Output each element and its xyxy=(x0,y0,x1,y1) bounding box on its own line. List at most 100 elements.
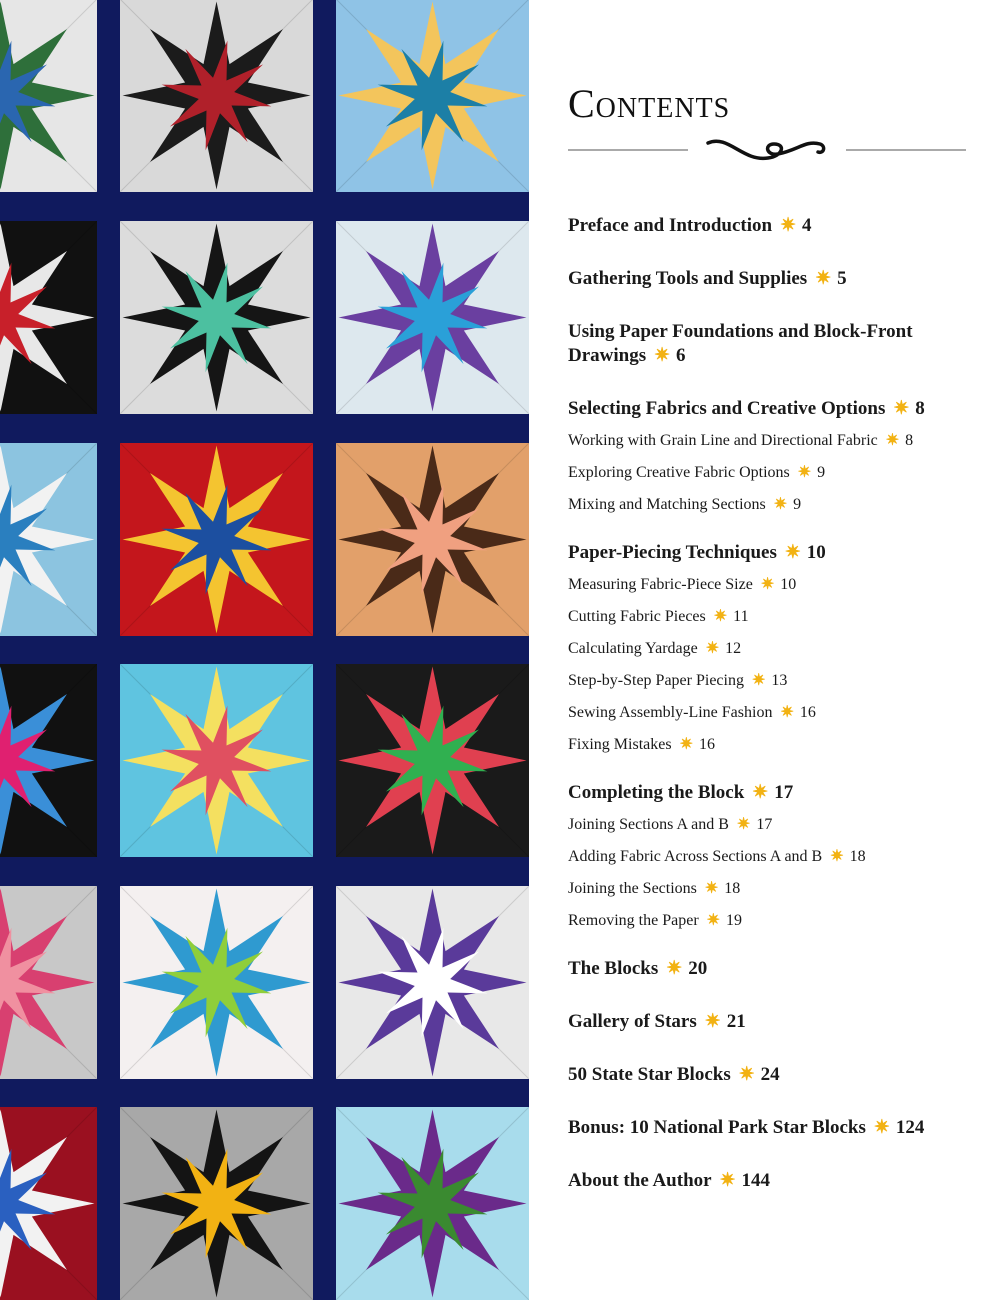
toc-entry[interactable]: The Blocks ✷ 20 xyxy=(568,957,968,981)
subentry-page: 17 xyxy=(756,816,773,833)
star-icon: ✷ xyxy=(885,432,900,449)
toc-subentry[interactable]: Step-by-Step Paper Piecing ✷ 13 xyxy=(568,665,968,697)
subentry-title: Calculating Yardage xyxy=(568,640,698,657)
toc-entry[interactable]: Gathering Tools and Supplies ✷ 5 xyxy=(568,267,968,291)
toc-subentry[interactable]: Fixing Mistakes ✷ 16 xyxy=(568,729,968,761)
star-icon: ✷ xyxy=(704,880,719,897)
entry-page: 17 xyxy=(774,782,794,803)
star-icon: ✷ xyxy=(780,215,796,236)
toc-subentry[interactable]: Exploring Creative Fabric Options ✷ 9 xyxy=(568,457,968,489)
toc-subentry[interactable]: Joining Sections A and B ✷ 17 xyxy=(568,809,968,841)
toc-entry[interactable]: Paper-Piecing Techniques ✷ 10 xyxy=(568,541,968,565)
subentry-title: Sewing Assembly-Line Fashion xyxy=(568,704,773,721)
subentry-page: 8 xyxy=(905,432,914,449)
subentry-title: Cutting Fabric Pieces xyxy=(568,608,706,625)
entry-title: About the Author xyxy=(568,1170,712,1191)
entry-page: 5 xyxy=(837,268,847,289)
toc-subentry[interactable]: Adding Fabric Across Sections A and B ✷ 18 xyxy=(568,841,968,873)
toc-subentry[interactable]: Measuring Fabric-Piece Size ✷ 10 xyxy=(568,569,968,601)
star-icon: ✷ xyxy=(893,398,910,419)
toc-subentry[interactable]: Calculating Yardage ✷ 12 xyxy=(568,633,968,665)
entry-title: The Blocks xyxy=(568,958,659,979)
quilt-block xyxy=(120,664,313,857)
entry-title: Paper-Piecing Techniques xyxy=(568,542,777,563)
star-icon: ✷ xyxy=(706,912,721,929)
star-icon: ✷ xyxy=(666,958,683,979)
quilt-block xyxy=(0,221,97,414)
toc-entry[interactable]: Preface and Introduction ✷ 4 xyxy=(568,214,968,238)
quilt-block xyxy=(0,443,97,636)
star-icon: ✷ xyxy=(704,1011,721,1032)
subentry-page: 9 xyxy=(817,464,826,481)
subentry-page: 19 xyxy=(726,912,743,929)
subentry-page: 13 xyxy=(771,672,788,689)
star-icon: ✷ xyxy=(784,542,801,563)
quilt-block xyxy=(120,221,313,414)
star-icon: ✷ xyxy=(654,345,671,366)
star-icon: ✷ xyxy=(738,1064,755,1085)
toc-entry[interactable]: Bonus: 10 National Park Star Blocks ✷ 124 xyxy=(568,1116,968,1140)
subentry-page: 18 xyxy=(724,880,741,897)
subentry-title: Joining the Sections xyxy=(568,880,697,897)
entry-page: 144 xyxy=(741,1170,771,1191)
subentry-title: Working with Grain Line and Directional … xyxy=(568,432,878,449)
flourish-divider-icon xyxy=(568,139,966,160)
quilt-block xyxy=(0,886,97,1079)
subentry-page: 16 xyxy=(698,736,715,753)
toc-entries: Preface and Introduction ✷ 4 Gathering Tool… xyxy=(568,214,968,1222)
entry-title: Selecting Fabrics and Creative Options xyxy=(568,398,886,419)
toc-entry[interactable]: Completing the Block ✷ 17 xyxy=(568,781,968,805)
star-icon: ✷ xyxy=(736,816,751,833)
subentry-page: 11 xyxy=(733,608,749,625)
quilt-block xyxy=(0,1107,97,1300)
star-icon: ✷ xyxy=(751,672,766,689)
quilt-photo xyxy=(0,0,529,1300)
entry-title: Bonus: 10 National Park Star Blocks xyxy=(568,1117,866,1138)
toc-subentry[interactable]: Cutting Fabric Pieces ✷ 11 xyxy=(568,601,968,633)
toc-subentry[interactable]: Mixing and Matching Sections ✷ 9 xyxy=(568,489,968,521)
star-icon: ✷ xyxy=(760,576,775,593)
quilt-block xyxy=(336,664,529,857)
quilt-block xyxy=(336,221,529,414)
subentry-title: Adding Fabric Across Sections A and B xyxy=(568,848,823,865)
subentry-page: 12 xyxy=(725,640,742,657)
quilt-block xyxy=(336,0,529,192)
quilt-block xyxy=(120,886,313,1079)
entry-page: 10 xyxy=(806,542,826,563)
star-icon: ✷ xyxy=(873,1117,890,1138)
toc-entry[interactable]: Selecting Fabrics and Creative Options ✷ 8 xyxy=(568,397,968,421)
toc-subentry[interactable]: Joining the Sections ✷ 18 xyxy=(568,873,968,905)
subentry-page: 10 xyxy=(780,576,797,593)
entry-page: 24 xyxy=(760,1064,780,1085)
star-icon: ✷ xyxy=(713,608,728,625)
subentry-title: Joining Sections A and B xyxy=(568,816,729,833)
toc-entry[interactable]: Gallery of Stars ✷ 21 xyxy=(568,1010,968,1034)
subentry-title: Step-by-Step Paper Piecing xyxy=(568,672,744,689)
subentry-page: 16 xyxy=(799,704,816,721)
entry-title: 50 State Star Blocks xyxy=(568,1064,731,1085)
toc-subentry[interactable]: Working with Grain Line and Directional … xyxy=(568,425,968,457)
subentry-title: Removing the Paper xyxy=(568,912,699,929)
toc-entry[interactable]: 50 State Star Blocks ✷ 24 xyxy=(568,1063,968,1087)
toc-subentry[interactable]: Removing the Paper ✷ 19 xyxy=(568,905,968,937)
entry-title: Preface and Introduction xyxy=(568,215,773,236)
toc-entry[interactable]: About the Author ✷ 144 xyxy=(568,1169,968,1193)
star-icon: ✷ xyxy=(719,1170,736,1191)
entry-title: Gathering Tools and Supplies xyxy=(568,268,808,289)
quilt-block xyxy=(336,1107,529,1300)
page-title: Contents xyxy=(568,81,731,126)
toc-entry[interactable]: Using Paper Foundations and Block-Front … xyxy=(568,320,968,368)
quilt-block xyxy=(336,886,529,1079)
quilt-block xyxy=(0,664,97,857)
star-icon: ✷ xyxy=(679,736,693,753)
entry-title: Completing the Block xyxy=(568,782,745,803)
toc-subentry[interactable]: Sewing Assembly-Line Fashion ✷ 16 xyxy=(568,697,968,729)
quilt-block xyxy=(0,0,97,192)
star-icon: ✷ xyxy=(705,640,720,657)
star-icon: ✷ xyxy=(797,464,812,481)
quilt-block xyxy=(120,0,313,192)
subentry-page: 9 xyxy=(793,496,802,513)
star-icon: ✷ xyxy=(773,496,788,513)
subentry-title: Measuring Fabric-Piece Size xyxy=(568,576,753,593)
quilt-block xyxy=(336,443,529,636)
